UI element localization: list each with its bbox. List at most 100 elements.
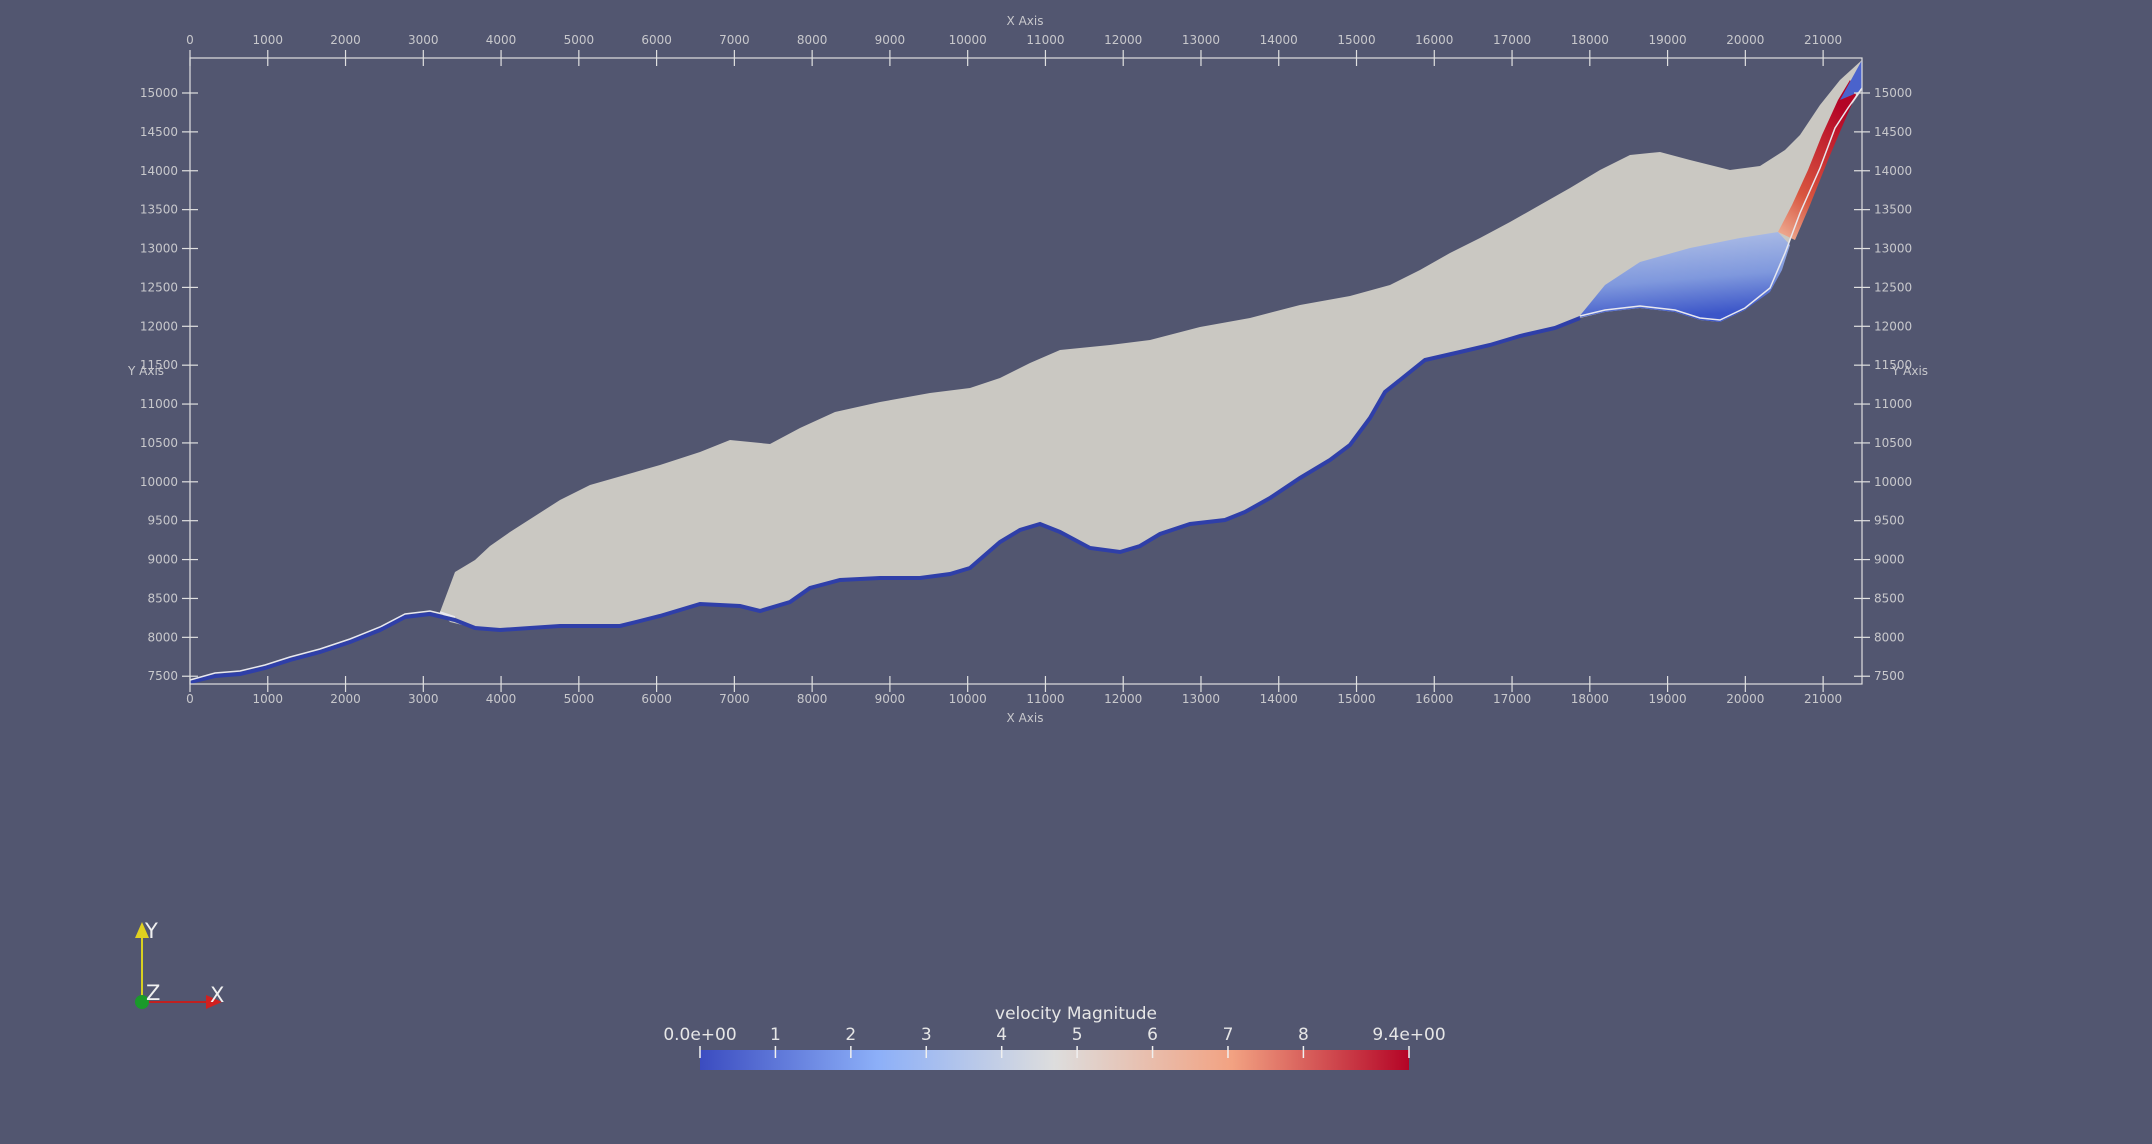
orientation-axes-widget[interactable]: X Y Z	[135, 919, 224, 1009]
x-tick-label-top: 17000	[1493, 33, 1531, 47]
glacier-surface[interactable]	[189, 60, 1863, 684]
x-tick-label-bottom: 13000	[1182, 692, 1220, 706]
orientation-z-label: Z	[146, 981, 160, 1005]
x-tick-label-top: 5000	[564, 33, 595, 47]
y-tick-label-left: 11000	[140, 397, 178, 411]
y-tick-label-right: 13000	[1874, 242, 1912, 256]
y-tick-label-left: 11500	[140, 358, 178, 372]
velocity-high-zone	[1778, 80, 1856, 240]
legend-tick-label: 7	[1223, 1025, 1234, 1045]
bed-boundary	[189, 316, 1581, 684]
y-tick-label-right: 14000	[1874, 164, 1912, 178]
y-tick-label-right: 14500	[1874, 125, 1912, 139]
surface-body	[440, 60, 1862, 630]
x-tick-label-bottom: 3000	[408, 692, 439, 706]
y-tick-label-right: 15000	[1874, 86, 1912, 100]
x-tick-label-top: 2000	[330, 33, 361, 47]
x-tick-label-bottom: 0	[186, 692, 194, 706]
y-tick-label-left: 10000	[140, 475, 178, 489]
y-tick-label-left: 13500	[140, 203, 178, 217]
y-tick-label-right: 11000	[1874, 397, 1912, 411]
legend-tick-label: 3	[921, 1025, 932, 1045]
x-tick-label-top: 21000	[1804, 33, 1842, 47]
x-ticks-top: 0 1000 2000 3000 4000 5000 6000 7000 8000 9000 100…	[186, 33, 1842, 66]
y-tick-label-right: 8500	[1874, 591, 1905, 605]
x-tick-label-bottom: 20000	[1726, 692, 1764, 706]
x-tick-label-top: 1000	[252, 33, 283, 47]
legend-tick-label: 5	[1072, 1025, 1083, 1045]
y-tick-label-left: 14500	[140, 125, 178, 139]
x-arrowhead-icon	[206, 995, 222, 1009]
axes-box	[189, 57, 1863, 685]
x-tick-label-bottom: 15000	[1337, 692, 1375, 706]
x-axis-title-top: X Axis	[1007, 14, 1044, 28]
y-tick-label-right: 13500	[1874, 203, 1912, 217]
x-tick-label-bottom: 14000	[1260, 692, 1298, 706]
orientation-x-label: X	[210, 983, 224, 1007]
legend-tick-label: 4	[996, 1025, 1007, 1045]
x-tick-label-bottom: 4000	[486, 692, 517, 706]
x-tick-label-top: 13000	[1182, 33, 1220, 47]
legend-max-label: 9.4e+00	[1372, 1025, 1445, 1045]
axes-grid	[189, 57, 1863, 685]
z-axis-dot-icon	[135, 995, 149, 1009]
y-tick-label-right: 8000	[1874, 630, 1905, 644]
y-axis-title-right: Y Axis	[1891, 364, 1928, 378]
y-tick-label-right: 12000	[1874, 319, 1912, 333]
x-tick-label-bottom: 17000	[1493, 692, 1531, 706]
y-tick-label-right: 10000	[1874, 475, 1912, 489]
x-tick-label-top: 6000	[641, 33, 672, 47]
x-tick-label-top: 14000	[1260, 33, 1298, 47]
x-tick-label-bottom: 2000	[330, 692, 361, 706]
x-tick-label-top: 20000	[1726, 33, 1764, 47]
legend-tick-label: 1	[770, 1025, 781, 1045]
y-tick-label-left: 7500	[147, 669, 178, 683]
x-tick-label-top: 18000	[1571, 33, 1609, 47]
x-tick-label-top: 10000	[949, 33, 987, 47]
x-tick-label-top: 0	[186, 33, 194, 47]
x-tick-label-top: 8000	[797, 33, 828, 47]
y-tick-label-left: 8500	[147, 591, 178, 605]
x-tick-label-top: 4000	[486, 33, 517, 47]
color-legend[interactable]: 1 2 3 4 5 6 7 8 0.0e+00 9.4e+00	[663, 1025, 1446, 1070]
color-legend-bar	[700, 1050, 1409, 1070]
y-tick-label-right: 9000	[1874, 553, 1905, 567]
x-tick-label-bottom: 19000	[1648, 692, 1686, 706]
x-tick-label-bottom: 21000	[1804, 692, 1842, 706]
x-tick-label-bottom: 9000	[875, 692, 906, 706]
legend-tick-label: 6	[1147, 1025, 1158, 1045]
legend-tick-label: 8	[1298, 1025, 1309, 1045]
legend-min-label: 0.0e+00	[663, 1025, 736, 1045]
velocity-low-zone	[1578, 232, 1790, 322]
y-ticks-right: 7500 8000 8500 9000 9500 10000 10500 11000 11500…	[1854, 86, 1912, 683]
color-legend-ticks: 1 2 3 4 5 6 7 8	[699, 1025, 1410, 1058]
y-tick-label-left: 13000	[140, 242, 178, 256]
upper-boundary	[189, 87, 1863, 681]
y-tick-label-left: 14000	[140, 164, 178, 178]
x-tick-label-bottom: 1000	[252, 692, 283, 706]
x-tick-label-top: 3000	[408, 33, 439, 47]
color-legend-title: velocity Magnitude	[995, 1004, 1157, 1024]
x-tick-label-top: 9000	[875, 33, 906, 47]
y-tick-label-right: 11500	[1874, 358, 1912, 372]
x-tick-label-bottom: 10000	[949, 692, 987, 706]
x-tick-label-top: 16000	[1415, 33, 1453, 47]
x-tick-label-bottom: 12000	[1104, 692, 1142, 706]
x-tick-label-top: 11000	[1026, 33, 1064, 47]
y-tick-label-left: 12500	[140, 280, 178, 294]
x-tick-label-top: 12000	[1104, 33, 1142, 47]
y-axis-title-left: Y Axis	[127, 364, 164, 378]
y-tick-label-left: 9500	[147, 514, 178, 528]
y-tick-label-right: 10500	[1874, 436, 1912, 450]
x-tick-label-top: 15000	[1337, 33, 1375, 47]
y-tick-label-left: 12000	[140, 319, 178, 333]
y-tick-label-left: 8000	[147, 630, 178, 644]
y-tick-label-left: 10500	[140, 436, 178, 450]
y-tick-label-left: 15000	[140, 86, 178, 100]
x-tick-label-bottom: 7000	[719, 692, 750, 706]
x-tick-label-bottom: 8000	[797, 692, 828, 706]
y-ticks-left: 7500 8000 8500 9000 9500 10000 10500 11000 11500…	[140, 86, 198, 683]
y-tick-label-right: 12500	[1874, 280, 1912, 294]
orientation-y-label: Y	[144, 919, 158, 943]
